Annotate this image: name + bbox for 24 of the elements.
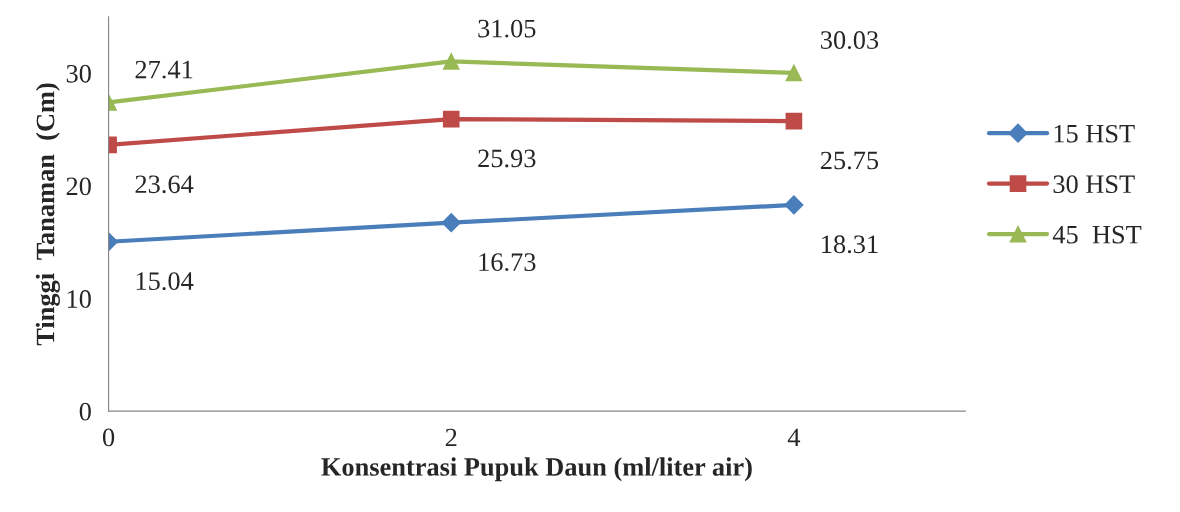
data-label: 25.75 <box>820 151 879 170</box>
point <box>784 195 804 215</box>
data-label: 25.93 <box>478 149 536 168</box>
y-tick-label: 0 <box>79 402 91 421</box>
x-tick-label: 0 <box>102 428 115 447</box>
legend-label: 45 HST <box>1052 225 1142 244</box>
data-label: 30.03 <box>821 31 879 50</box>
data-label: 23.64 <box>135 175 194 194</box>
y-tick-label: 10 <box>67 290 91 308</box>
y-axis-title: Tinggi Tanaman (Cm) <box>35 83 60 346</box>
y-tick-label: 30 <box>66 64 91 83</box>
data-label: 16.73 <box>479 253 536 272</box>
point <box>785 64 803 82</box>
x-tick-label: 2 <box>445 428 457 447</box>
legend-label: 15 HST <box>1054 124 1135 143</box>
x-axis-title: Konsentrasi Pupuk Daun (ml/liter air) <box>321 457 752 482</box>
x-tick-label: 4 <box>787 428 801 447</box>
data-label: 15.04 <box>136 272 194 291</box>
point <box>785 112 803 130</box>
data-label: 18.31 <box>822 235 878 254</box>
data-label: 31.05 <box>478 19 536 38</box>
data-label: 27.41 <box>135 60 193 79</box>
legend-label: 30 HST <box>1053 175 1135 194</box>
y-tick-label: 20 <box>66 177 91 196</box>
